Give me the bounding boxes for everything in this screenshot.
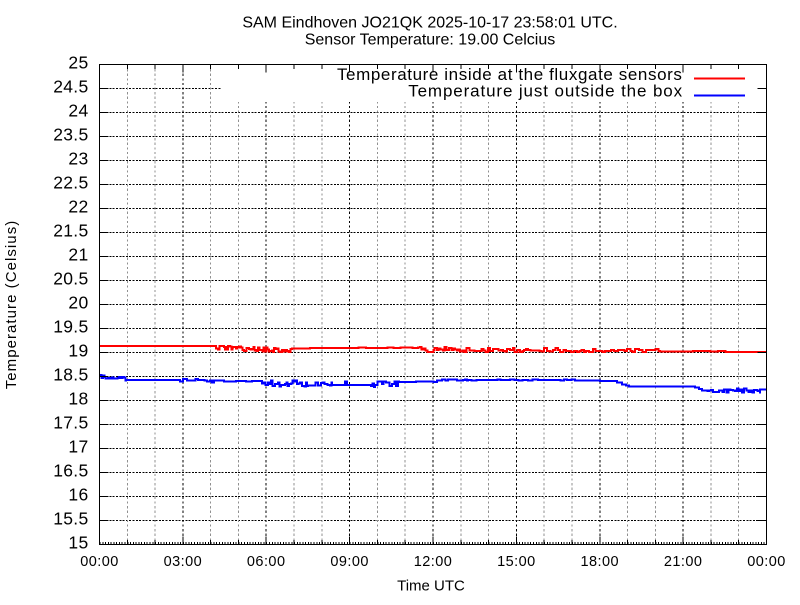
svg-text:24.5: 24.5 bbox=[53, 77, 88, 97]
svg-text:24: 24 bbox=[68, 101, 88, 121]
svg-text:15: 15 bbox=[68, 533, 88, 553]
svg-text:18:00: 18:00 bbox=[581, 554, 620, 570]
svg-text:Time UTC: Time UTC bbox=[397, 578, 465, 595]
svg-text:16.5: 16.5 bbox=[53, 461, 88, 481]
svg-text:16: 16 bbox=[68, 485, 88, 505]
svg-text:03:00: 03:00 bbox=[164, 554, 203, 570]
svg-text:23: 23 bbox=[68, 149, 88, 169]
svg-text:Temperature just outside the b: Temperature just outside the box bbox=[408, 82, 683, 101]
svg-text:22: 22 bbox=[68, 197, 88, 217]
svg-text:22.5: 22.5 bbox=[53, 173, 88, 193]
svg-text:19.5: 19.5 bbox=[53, 317, 88, 337]
svg-text:25: 25 bbox=[68, 53, 88, 73]
svg-text:00:00: 00:00 bbox=[747, 554, 786, 570]
svg-text:23.5: 23.5 bbox=[53, 125, 88, 145]
svg-text:18.5: 18.5 bbox=[53, 365, 88, 385]
svg-text:09:00: 09:00 bbox=[330, 554, 369, 570]
svg-text:Sensor Temperature: 19.00 Celc: Sensor Temperature: 19.00 Celcius bbox=[305, 32, 556, 49]
svg-text:21:00: 21:00 bbox=[664, 554, 703, 570]
svg-text:17: 17 bbox=[68, 437, 88, 457]
svg-text:15:00: 15:00 bbox=[497, 554, 536, 570]
svg-text:12:00: 12:00 bbox=[414, 554, 453, 570]
svg-text:Temperature (Celsius): Temperature (Celsius) bbox=[3, 220, 20, 390]
svg-text:19: 19 bbox=[68, 341, 88, 361]
svg-text:15.5: 15.5 bbox=[53, 509, 88, 529]
svg-text:Temperature inside at the flux: Temperature inside at the fluxgate senso… bbox=[337, 65, 683, 84]
svg-text:SAM Eindhoven JO21QK 2025-10-1: SAM Eindhoven JO21QK 2025-10-17 23:58:01… bbox=[242, 15, 617, 32]
svg-text:17.5: 17.5 bbox=[53, 413, 88, 433]
svg-text:21.5: 21.5 bbox=[53, 221, 88, 241]
svg-text:00:00: 00:00 bbox=[80, 554, 119, 570]
svg-text:20: 20 bbox=[68, 293, 88, 313]
svg-text:06:00: 06:00 bbox=[247, 554, 286, 570]
svg-text:20.5: 20.5 bbox=[53, 269, 88, 289]
svg-text:21: 21 bbox=[68, 245, 88, 265]
svg-text:18: 18 bbox=[68, 389, 88, 409]
